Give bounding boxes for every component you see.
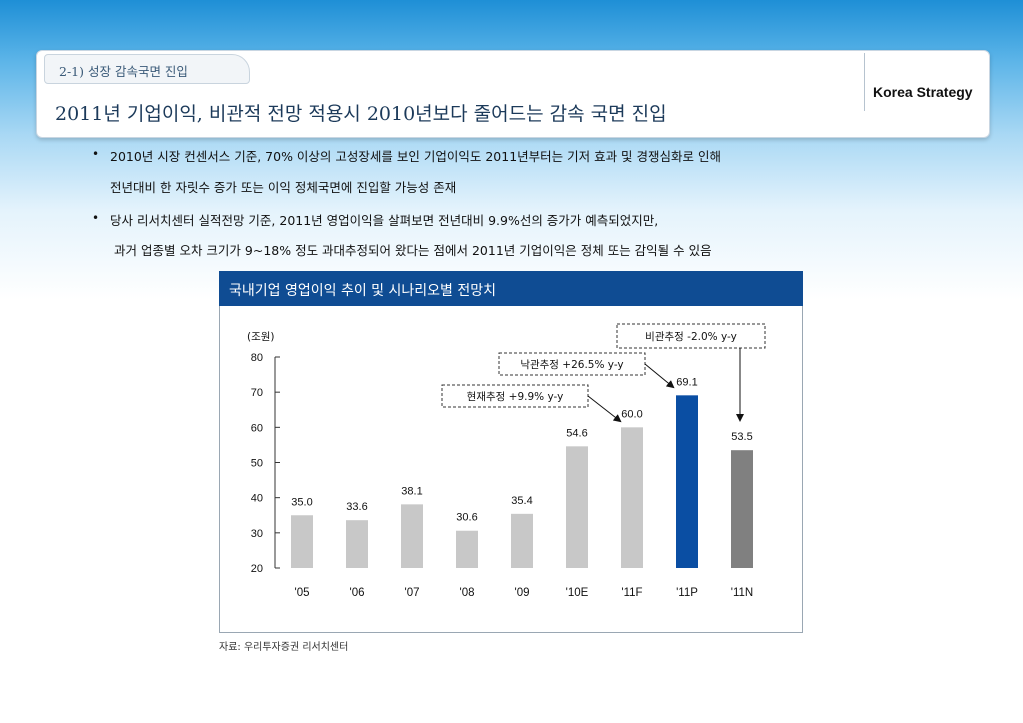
y-tick-label: 70 <box>251 387 263 399</box>
y-tick-label: 50 <box>251 458 263 470</box>
x-tick-label: '10E <box>566 587 589 599</box>
y-tick-label: 30 <box>251 528 263 540</box>
bar <box>511 513 533 568</box>
bullet-2-line-1: 당사 리서치센터 실적전망 기준, 2011년 영업이익을 살펴보면 전년대비 … <box>110 213 659 228</box>
bar <box>731 450 753 568</box>
bullet-dot: • <box>92 147 100 161</box>
bar <box>346 520 368 568</box>
bullet-dot: • <box>92 211 100 225</box>
bar <box>621 427 643 568</box>
x-tick-label: '08 <box>460 587 475 599</box>
bar <box>291 515 313 568</box>
brand-label: Korea Strategy <box>873 84 973 100</box>
bar <box>456 530 478 568</box>
bar-value-label: 30.6 <box>456 512 477 524</box>
bar-value-label: 35.4 <box>511 495 532 507</box>
bar <box>676 395 698 568</box>
chart-header: 국내기업 영업이익 추이 및 시나리오별 전망치 <box>219 271 803 306</box>
bar-value-label: 54.6 <box>566 427 587 439</box>
bullet-1-line-2: 전년대비 한 자릿수 증가 또는 이익 정체국면에 진입할 가능성 존재 <box>110 180 457 195</box>
y-unit-label: (조원) <box>247 331 275 343</box>
y-tick-label: 40 <box>251 493 263 505</box>
page-title: 2011년 기업이익, 비관적 전망 적용시 2010년보다 줄어드는 감속 국… <box>55 103 667 125</box>
annotation-arrow <box>587 395 622 423</box>
section-tab: 2-1) 성장 감속국면 진입 <box>44 54 250 84</box>
y-tick-label: 20 <box>251 563 263 575</box>
x-tick-label: '11N <box>731 587 753 599</box>
annotation-text: 낙관추정 +26.5% y-y <box>520 359 623 371</box>
bullet-2-line-2: 과거 업종별 오차 크기가 9~18% 정도 과대추정되어 왔다는 점에서 20… <box>114 243 712 258</box>
annotation-text: 비관추정 -2.0% y-y <box>645 331 737 343</box>
bullet-1-line-1: 2010년 시장 컨센서스 기준, 70% 이상의 고성장세를 보인 기업이익도… <box>110 149 722 164</box>
bar-value-label: 60.0 <box>621 408 642 420</box>
bar <box>566 446 588 568</box>
bar-value-label: 33.6 <box>346 501 367 513</box>
bar <box>401 504 423 568</box>
bar-value-label: 35.0 <box>291 496 312 508</box>
bar-value-label: 53.5 <box>731 431 752 443</box>
bar-value-label: 69.1 <box>676 376 697 388</box>
x-tick-label: '05 <box>295 587 310 599</box>
x-tick-label: '11F <box>621 587 642 599</box>
header-divider <box>864 53 865 111</box>
x-tick-label: '07 <box>405 587 420 599</box>
y-tick-label: 60 <box>251 422 263 434</box>
bar-value-label: 38.1 <box>401 485 422 497</box>
x-tick-label: '06 <box>350 587 365 599</box>
annotation-text: 현재추정 +9.9% y-y <box>467 391 564 403</box>
annotation-arrow <box>644 363 675 389</box>
section-label: 2-1) 성장 감속국면 진입 <box>59 64 188 79</box>
x-tick-label: '11P <box>676 587 698 599</box>
annotation-box <box>616 323 766 349</box>
chart-title: 국내기업 영업이익 추이 및 시나리오별 전망치 <box>229 283 496 299</box>
source-note: 자료: 우리투자증권 리서치센터 <box>219 642 349 653</box>
x-tick-label: '09 <box>515 587 530 599</box>
y-tick-label: 80 <box>251 352 263 364</box>
